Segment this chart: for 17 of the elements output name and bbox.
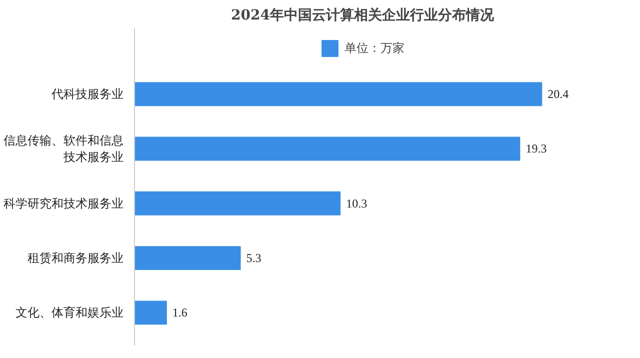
y-tick-label: 租赁和商务服务业 xyxy=(28,251,124,266)
bar xyxy=(134,300,167,325)
bar xyxy=(134,246,241,270)
chart-title: 2024年中国云计算相关企业行业分布情况 xyxy=(231,6,495,24)
y-tick-label: 科学研究和技术服务业 xyxy=(4,196,124,210)
bar xyxy=(134,191,341,216)
y-tick-label: 代科技服务业 xyxy=(50,87,124,102)
y-tick-label: 文化、体育和娱乐业 xyxy=(16,306,124,320)
y-tick-label: 信息传输、软件和信息技术服务业 xyxy=(4,133,124,164)
data-label: 20.4 xyxy=(548,87,569,102)
data-label: 10.3 xyxy=(346,196,368,210)
data-label: 19.3 xyxy=(526,142,547,156)
bar xyxy=(134,136,520,161)
bar xyxy=(134,82,542,106)
legend-label: 单位：万家 xyxy=(344,40,404,56)
data-label: 1.6 xyxy=(172,306,188,320)
data-label: 5.3 xyxy=(246,251,262,266)
